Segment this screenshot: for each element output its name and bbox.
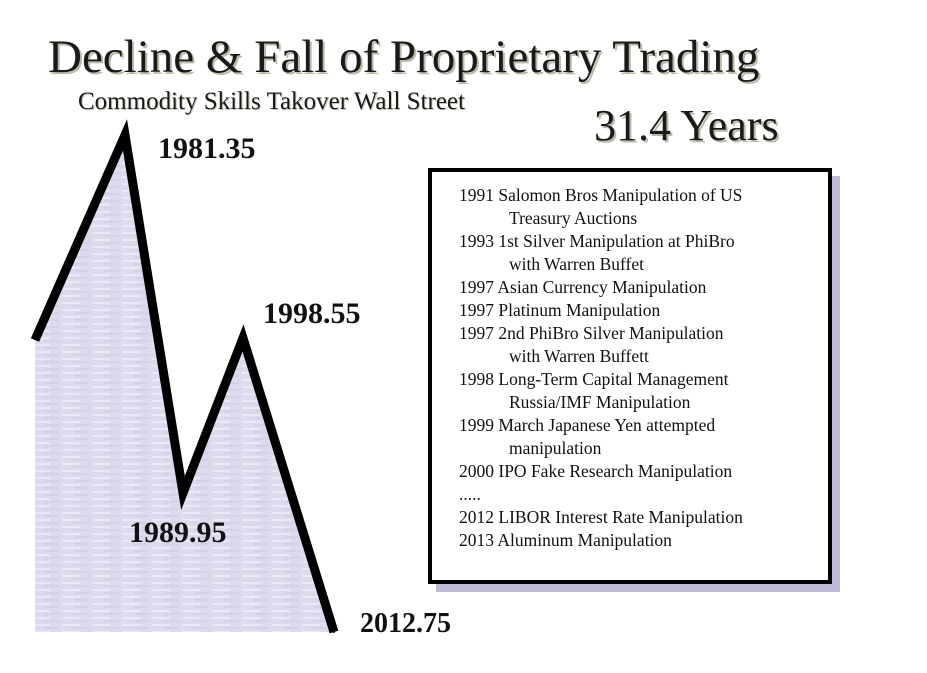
event-item: 1997 Asian Currency Manipulation xyxy=(459,276,828,299)
point-label-1989: 1989.95 xyxy=(129,516,227,549)
event-item: 1991 Salomon Bros Manipulation of US Trea… xyxy=(459,184,828,230)
event-item: ..... xyxy=(459,483,828,506)
subtitle: Commodity Skills Takover Wall Street xyxy=(78,88,465,115)
point-1998 xyxy=(242,337,244,339)
event-text: 1997 Platinum Manipulation xyxy=(459,300,661,320)
events-list: 1991 Salomon Bros Manipulation of US Trea… xyxy=(432,172,828,552)
event-item: 1997 2nd PhiBro Silver Manipulation with … xyxy=(459,322,828,368)
events-box: 1991 Salomon Bros Manipulation of US Trea… xyxy=(428,168,832,584)
event-text: 2013 Aluminum Manipulation xyxy=(459,530,672,550)
event-text: 1998 Long-Term Capital Management xyxy=(459,369,729,389)
event-text: 2000 IPO Fake Research Manipulation xyxy=(459,461,733,481)
event-item: 2012 LIBOR Interest Rate Manipulation xyxy=(459,506,828,529)
event-item: 1993 1st Silver Manipulation at PhiBro wi… xyxy=(459,230,828,276)
event-item: 2000 IPO Fake Research Manipulation xyxy=(459,460,828,483)
event-text: 1997 2nd PhiBro Silver Manipulation xyxy=(459,323,724,343)
event-text-continued: Treasury Auctions xyxy=(509,208,638,228)
event-text: 1999 March Japanese Yen attempted xyxy=(459,415,716,435)
event-text: 1997 Asian Currency Manipulation xyxy=(459,277,707,297)
point-1981 xyxy=(124,134,126,136)
event-item: 2013 Aluminum Manipulation xyxy=(459,529,828,552)
point-2012 xyxy=(333,631,335,633)
duration-label: 31.4 Years xyxy=(594,101,779,150)
event-item: 1997 Platinum Manipulation xyxy=(459,299,828,322)
event-item: 1999 March Japanese Yen attempted manipul… xyxy=(459,414,828,460)
event-text: ..... xyxy=(459,484,481,504)
event-text-continued: with Warren Buffet xyxy=(509,254,644,274)
page-title: Decline & Fall of Proprietary Trading xyxy=(48,31,760,83)
point-1989 xyxy=(182,492,184,494)
event-text-continued: manipulation xyxy=(509,438,602,458)
point-label-1998: 1998.55 xyxy=(263,297,361,330)
event-text: 2012 LIBOR Interest Rate Manipulation xyxy=(459,507,743,527)
event-text-continued: Russia/IMF Manipulation xyxy=(509,392,691,412)
event-item: 1998 Long-Term Capital Management Russia/… xyxy=(459,368,828,414)
event-text-continued: with Warren Buffett xyxy=(509,346,649,366)
event-text: 1993 1st Silver Manipulation at PhiBro xyxy=(459,231,735,251)
event-text: 1991 Salomon Bros Manipulation of US xyxy=(459,185,743,205)
area-fill xyxy=(35,135,334,632)
point-label-1981: 1981.35 xyxy=(158,132,256,165)
point-label-2012: 2012.75 xyxy=(360,608,451,639)
